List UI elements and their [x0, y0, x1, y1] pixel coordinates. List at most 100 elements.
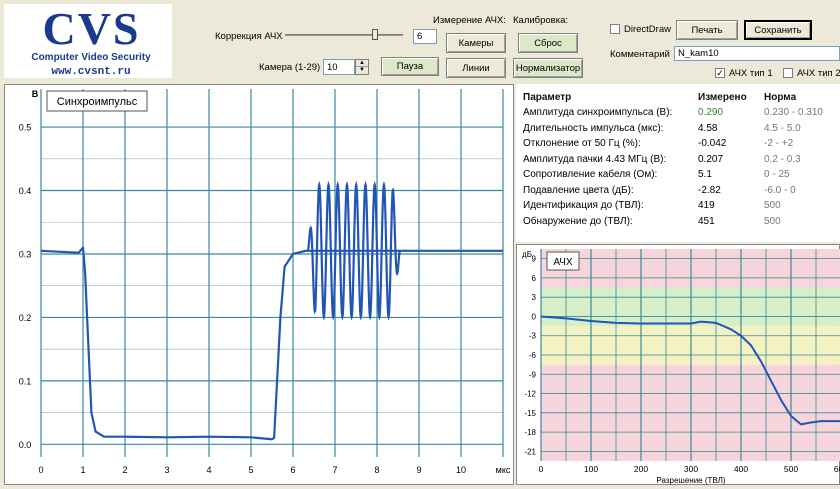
x-tick-label: 2	[122, 465, 127, 475]
color-burst-line	[306, 180, 401, 321]
x-tick-label: 100	[584, 464, 598, 474]
calibration-label: Калибровка:	[513, 15, 569, 26]
param-norm: 500	[764, 215, 781, 227]
y-tick-label: -18	[524, 428, 536, 437]
param-value: 419	[698, 200, 715, 211]
camera-spinner[interactable]: ▲ ▼	[355, 59, 369, 75]
camera-field[interactable]: 10	[323, 59, 355, 75]
print-button[interactable]: Печать	[676, 20, 738, 40]
x-tick-label: 400	[734, 464, 748, 474]
save-button[interactable]: Сохранить	[744, 20, 812, 40]
param-name: Амплитуда синхроимпульса (В):	[523, 107, 673, 118]
param-name: Отклонение от 50 Гц (%):	[523, 138, 641, 149]
param-value: 0.290	[698, 107, 724, 118]
y-tick-label: -3	[529, 332, 537, 341]
y-axis-label: В	[32, 89, 39, 99]
y-tick-label: 6	[532, 274, 537, 283]
y-tick-label: -21	[524, 447, 536, 456]
cameras-button[interactable]: Камеры	[446, 33, 506, 53]
y-tick-label: 0.2	[19, 313, 32, 323]
param-value: -0.042	[698, 138, 727, 149]
x-tick-label: 6	[290, 465, 295, 475]
correction-slider-thumb[interactable]	[372, 29, 378, 40]
x-tick-label: 300	[684, 464, 698, 474]
y-tick-label: 3	[532, 293, 537, 302]
param-norm: 0.230 - 0.310	[764, 107, 823, 118]
param-name: Обнаружение до (ТВЛ):	[523, 215, 633, 227]
directdraw-checkbox[interactable]	[610, 24, 620, 34]
logo-title: CVS	[42, 3, 141, 54]
x-tick-label: 200	[634, 464, 648, 474]
chart-title-box	[46, 90, 148, 112]
param-value: -2.82	[698, 184, 721, 196]
reset-button[interactable]: Сброс	[518, 33, 578, 53]
pause-button[interactable]: Пауза	[381, 57, 439, 76]
y-tick-label: -12	[524, 390, 536, 399]
x-tick-label: 4	[206, 465, 211, 475]
comment-label: Комментарий	[610, 49, 670, 60]
afc-type2-checkbox[interactable]	[783, 68, 793, 78]
correction-slider[interactable]	[285, 34, 403, 36]
param-name: Длительность импульса (мкс):	[523, 122, 664, 134]
header-norm: Норма	[764, 92, 797, 103]
params-panel	[516, 84, 840, 242]
y-tick-label: -9	[529, 370, 537, 379]
param-name: Идентификация до (ТВЛ):	[523, 200, 644, 211]
y-tick-label: 0.4	[19, 186, 32, 196]
chart-title: Синхроимпульс	[57, 96, 138, 108]
x-tick-label: 600	[834, 464, 840, 474]
x-tick-label: 0	[38, 465, 43, 475]
param-norm: 0.2 - 0.3	[764, 153, 801, 165]
param-norm: 0 - 25	[764, 169, 790, 180]
spinner-down-icon[interactable]: ▼	[359, 67, 365, 73]
directdraw-label: DirectDraw	[624, 24, 671, 35]
param-value: 451	[698, 215, 715, 227]
param-norm: 4.5 - 5.0	[764, 122, 801, 134]
sync-waveform-line	[40, 246, 503, 441]
y-tick-label: -15	[524, 409, 536, 418]
chart-title: АЧХ	[553, 257, 573, 268]
x-tick-label: 0	[539, 464, 544, 474]
comment-field[interactable]: N_kam10	[674, 46, 840, 61]
afc-type1-label: АЧХ тип 1	[729, 68, 773, 79]
x-tick-label: 3	[164, 465, 169, 475]
param-name: Сопротивление кабеля (Ом):	[523, 169, 658, 180]
sync-pulse-chart: 0.0 0.1 0.2 0.3 0.4 0.5 0 1 2 3 4 5 6 7 8 9 10 мкс В Синхро…	[19, 89, 511, 475]
x-tick-label: 5	[248, 465, 253, 475]
afc-chart: 9630-3-6-9-12-15-18-21010020030040050060…	[522, 249, 840, 485]
sync-chart-panel: 0.0 0.1 0.2 0.3 0.4 0.5 0 1 2 3 4 5 6 7 8 9 10 мкс В Синхро…	[4, 84, 514, 485]
x-axis-label: Разрешение (ТВЛ)	[656, 476, 725, 485]
correction-label: Коррекция АЧХ	[215, 31, 283, 42]
camera-label: Камера (1-29)	[259, 62, 321, 73]
param-norm: -6.0 - 0	[764, 184, 796, 196]
spinner-up-icon[interactable]: ▲	[356, 60, 368, 67]
y-tick-label: 0.1	[19, 376, 32, 386]
x-tick-label: 8	[374, 465, 379, 475]
header-measured: Измерено	[698, 92, 747, 103]
chart-title-box	[546, 251, 580, 271]
afc-type1-checkbox[interactable]: ✓	[715, 68, 725, 78]
header-parameter: Параметр	[523, 92, 572, 103]
x-tick-label: 9	[416, 465, 421, 475]
y-axis-label: дБ	[522, 250, 532, 259]
x-tick-label: 1	[80, 465, 85, 475]
logo-subtitle: Computer Video Security	[31, 52, 151, 63]
y-tick-label: -6	[529, 351, 537, 360]
y-tick-label: 0.5	[19, 123, 32, 133]
param-norm: -2 - +2	[764, 138, 794, 149]
param-norm: 500	[764, 200, 781, 211]
normalizer-button[interactable]: Нормализатор	[513, 58, 583, 78]
correction-value-field[interactable]: 6	[413, 29, 437, 44]
afc-curve-line	[540, 315, 840, 426]
y-tick-label: 0.3	[19, 249, 32, 259]
logo-url: www.cvsnt.ru	[51, 66, 131, 78]
param-name: Подавление цвета (дБ):	[523, 184, 634, 196]
param-value: 0.207	[698, 153, 724, 165]
x-tick-label: 7	[332, 465, 337, 475]
param-value: 5.1	[698, 169, 712, 180]
param-value: 4.58	[698, 122, 718, 134]
afc-type2-label: АЧХ тип 2	[797, 68, 840, 79]
logo: CVS Computer Video Security www.cvsnt.ru	[4, 4, 172, 78]
lines-button[interactable]: Линии	[446, 58, 506, 78]
y-tick-label: 0	[532, 312, 537, 321]
